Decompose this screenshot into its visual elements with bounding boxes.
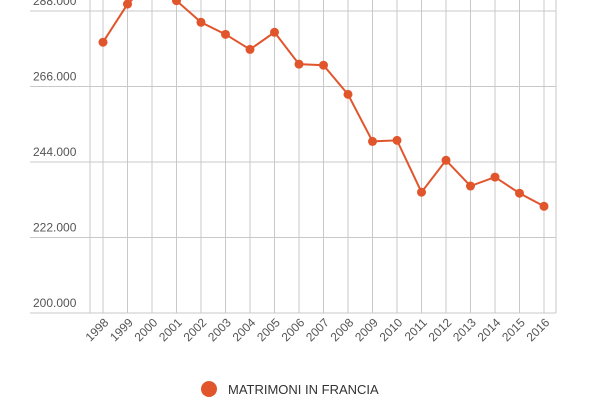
point (515, 188, 524, 198)
point (221, 29, 230, 39)
x-tick-label: 1998 (83, 315, 112, 344)
x-tick-label: 2007 (303, 315, 332, 344)
point (490, 172, 500, 182)
x-tick-label: 1999 (107, 315, 136, 344)
point (539, 201, 549, 211)
x-tick-label: 2005 (254, 315, 283, 344)
x-tick-label: 2010 (377, 315, 406, 344)
x-tick-label: 2003 (205, 315, 234, 344)
legend-label: MATRIMONI IN FRANCIA (228, 382, 379, 397)
point (123, 0, 132, 9)
point (343, 89, 353, 99)
x-tick-label: 2000 (132, 315, 161, 344)
y-tick-label: 222.000 (33, 220, 77, 234)
x-tick-label: 2001 (156, 315, 185, 344)
point (98, 37, 108, 47)
x-tick-label: 2006 (279, 315, 308, 344)
point (417, 187, 426, 197)
point (172, 0, 181, 6)
x-tick-label: 2016 (524, 315, 553, 344)
point (368, 136, 377, 146)
y-tick-label: 266.000 (33, 69, 77, 83)
x-tick-label: 2013 (450, 315, 479, 344)
x-tick-label: 2002 (181, 315, 210, 344)
point (245, 44, 255, 54)
legend-marker (201, 381, 217, 397)
point (466, 181, 475, 191)
plot-area (98, 0, 549, 211)
x-tick-label: 2014 (475, 315, 504, 344)
y-tick-label: 200.000 (33, 296, 77, 310)
x-tick-label: 2004 (230, 315, 259, 344)
point (294, 59, 304, 69)
point (270, 27, 279, 37)
point (392, 135, 402, 145)
point (196, 17, 206, 27)
x-tick-label: 2012 (426, 315, 455, 344)
x-tick-label: 2015 (499, 315, 528, 344)
x-tick-label: 2011 (402, 315, 430, 343)
y-tick-label: 288.000 (33, 0, 77, 8)
point (441, 155, 451, 165)
point (319, 60, 328, 70)
y-tick-label: 244.000 (33, 145, 77, 159)
x-tick-label: 2008 (328, 315, 357, 344)
x-tick-label: 2009 (352, 315, 381, 344)
